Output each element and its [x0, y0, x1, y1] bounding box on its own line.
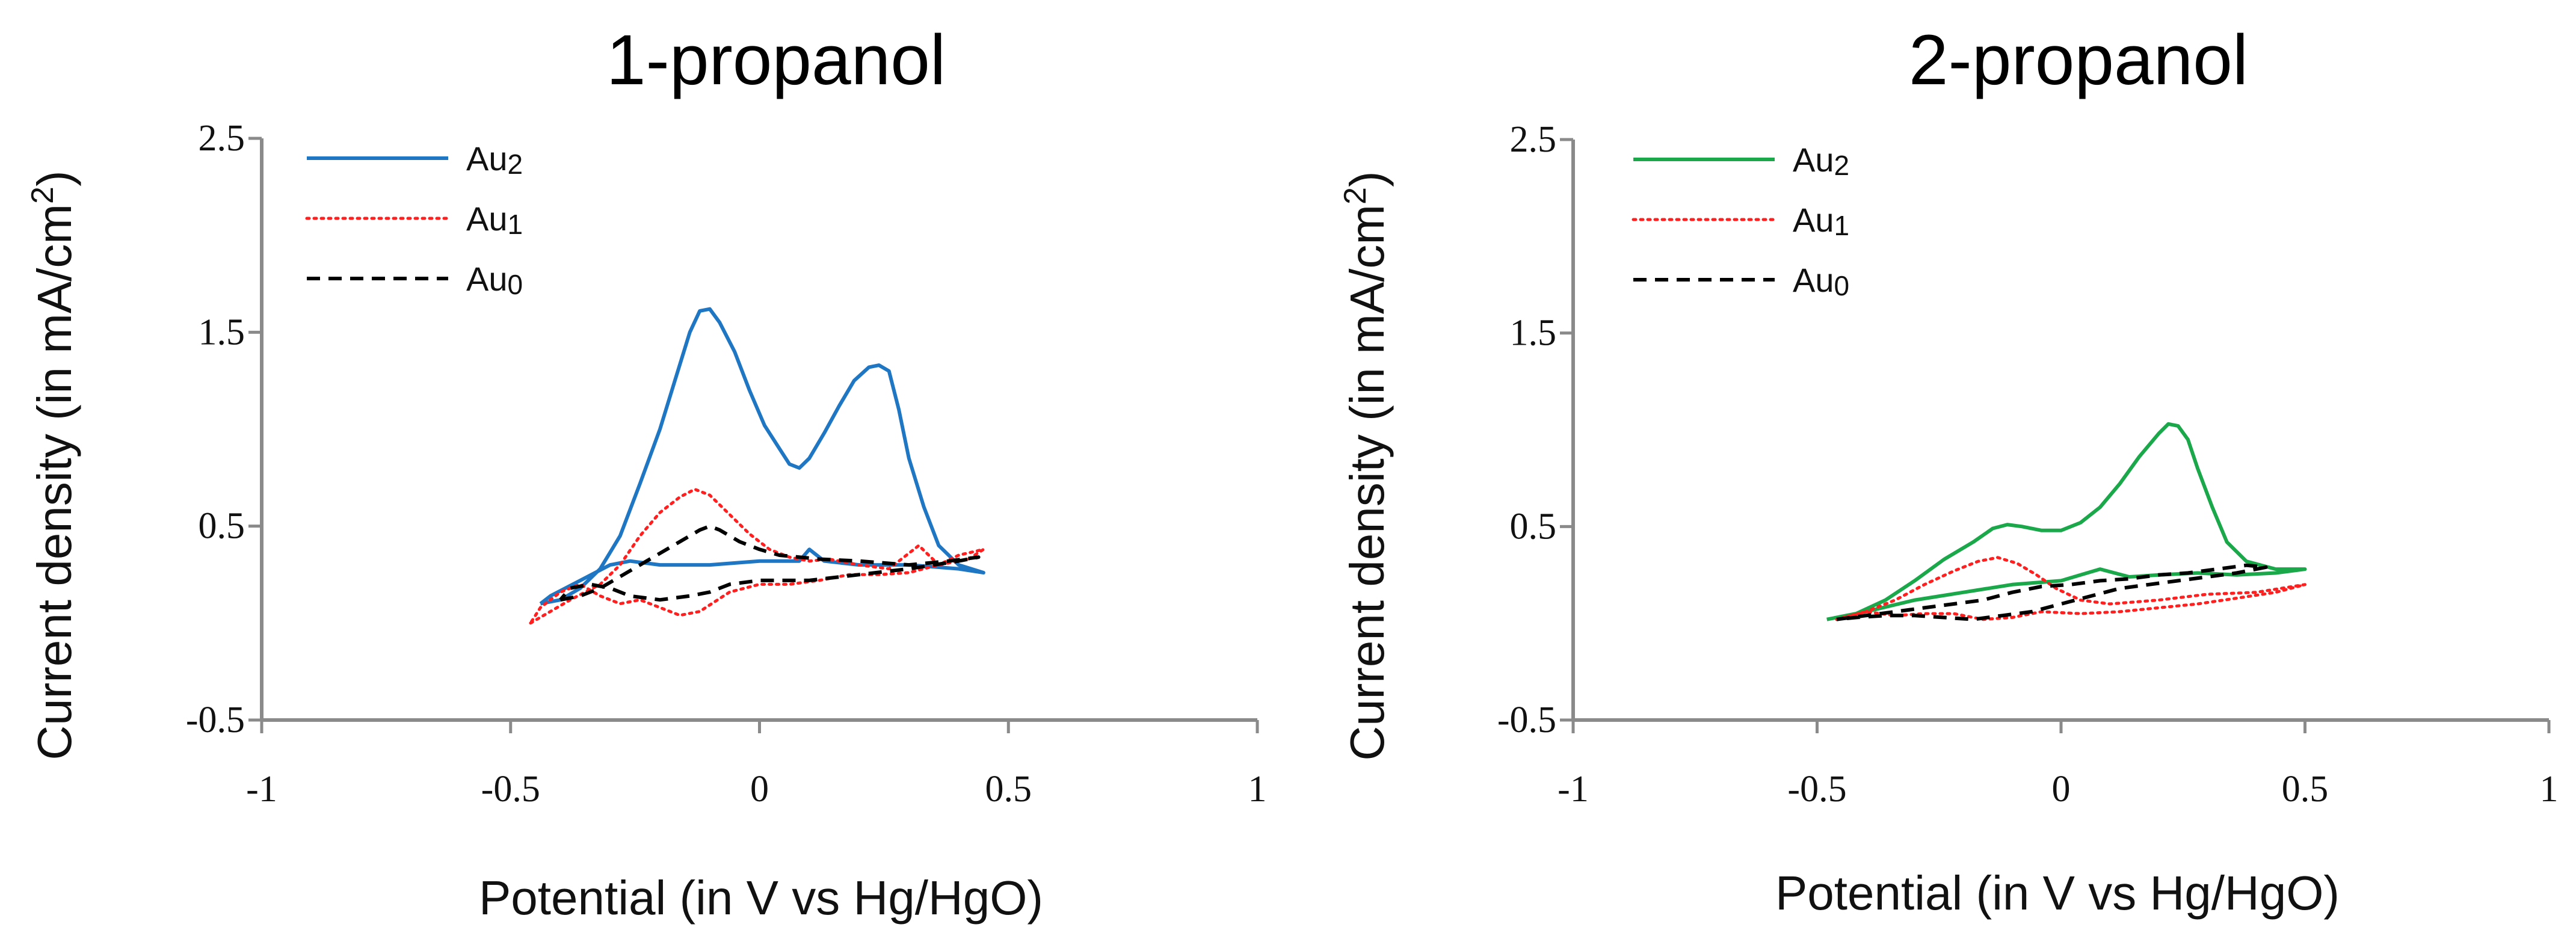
series-line-au0: [1836, 563, 2268, 621]
chart-title: 2-propanol: [1909, 20, 2248, 100]
series-line-au0: [559, 524, 981, 602]
y-tick-label: 0.5: [1510, 506, 1557, 547]
x-tick-label: -1: [246, 769, 277, 810]
x-tick-label: 0.5: [2282, 769, 2329, 810]
x-axis-label: Potential (in V vs Hg/HgO): [479, 871, 1043, 925]
x-tick-label: 1: [1248, 769, 1267, 810]
y-tick-label: -0.5: [186, 700, 245, 740]
x-tick-label: -0.5: [481, 769, 540, 810]
x-axis-label: Potential (in V vs Hg/HgO): [1775, 866, 2340, 920]
x-tick-label: -1: [1558, 769, 1589, 810]
series-line-au2: [539, 307, 985, 606]
y-tick-label: -0.5: [1497, 700, 1556, 740]
y-tick-label: 0.5: [199, 506, 245, 547]
y-tick-label: 1.5: [1510, 313, 1557, 354]
series-line-au1: [529, 487, 985, 625]
legend-label-au1: Au1: [1793, 201, 1849, 241]
x-tick-label: -0.5: [1787, 769, 1846, 810]
legend-label-au0: Au0: [1793, 261, 1849, 301]
y-axis-label: Current density (in mA/cm2): [1338, 171, 1394, 760]
legend: Au2 Au1 Au0: [1632, 141, 1849, 301]
legend-label-au0: Au0: [466, 260, 523, 300]
legend: Au2 Au1 Au0: [305, 140, 523, 300]
y-tick-label: 2.5: [199, 118, 245, 159]
legend-label-au2: Au2: [466, 140, 523, 180]
x-tick-label: 0: [2052, 769, 2071, 810]
y-axis-label: Current density (in mA/cm2): [25, 170, 81, 760]
x-tick-label: 0.5: [985, 769, 1032, 810]
y-tick-label: 2.5: [1510, 119, 1557, 160]
y-tick-label: 1.5: [199, 312, 245, 352]
chart-title: 1-propanol: [606, 20, 946, 100]
legend-label-au1: Au1: [466, 200, 523, 240]
chart-panel-1: 1-propanol-0.50.51.52.5-1 -0.5 0 0.5 1Potent…: [25, 20, 1267, 925]
chart-panel-2: 2-propanol-0.50.51.52.5-1 -0.5 0 0.5 1Potent…: [1338, 20, 2559, 920]
legend-label-au2: Au2: [1793, 141, 1849, 181]
series-line-au2: [1826, 422, 2307, 621]
x-tick-label: 1: [2540, 769, 2559, 810]
x-tick-label: 0: [750, 769, 769, 810]
